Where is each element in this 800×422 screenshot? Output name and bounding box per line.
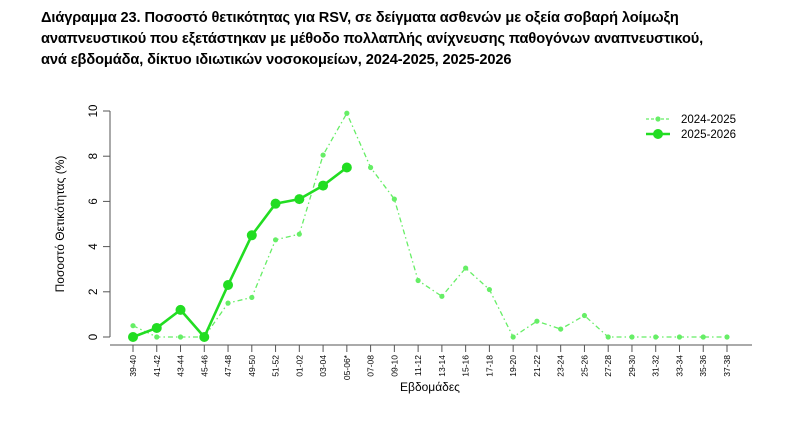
series-layer bbox=[128, 110, 730, 342]
data-point bbox=[199, 332, 210, 342]
data-point bbox=[629, 334, 635, 340]
data-point bbox=[151, 322, 162, 333]
legend-marker-icon bbox=[653, 129, 663, 139]
data-point bbox=[225, 300, 231, 306]
data-point bbox=[320, 152, 326, 158]
data-point bbox=[272, 237, 279, 243]
data-point bbox=[534, 318, 540, 324]
data-point bbox=[344, 110, 350, 116]
legend-label: 2024-2025 bbox=[681, 114, 736, 126]
data-point bbox=[368, 164, 374, 171]
x-tick-label: 15-16 bbox=[461, 355, 471, 377]
data-point bbox=[510, 334, 516, 340]
y-axis-label: Ποσοστό Θετικότητας (%) bbox=[53, 156, 67, 293]
data-point bbox=[581, 312, 588, 319]
data-point bbox=[175, 304, 186, 315]
data-point bbox=[463, 265, 469, 271]
y-tick-label: 10 bbox=[88, 105, 100, 118]
series-2025-2026 bbox=[128, 162, 352, 342]
legend-marker-icon bbox=[655, 116, 661, 122]
legend: 2024-2025 2025-2026 bbox=[646, 114, 736, 141]
data-point bbox=[676, 334, 683, 340]
data-point bbox=[653, 334, 659, 340]
data-point bbox=[249, 294, 255, 301]
data-point bbox=[318, 180, 329, 191]
x-tick-label: 21-22 bbox=[532, 355, 542, 377]
chart-title-line-3: ανά εβδομάδα, δίκτυο ιδιωτικών νοσοκομεί… bbox=[41, 52, 512, 68]
y-tick-label: 8 bbox=[88, 153, 100, 159]
x-tick-label: 25-26 bbox=[579, 355, 589, 377]
legend-label: 2025-2026 bbox=[681, 129, 736, 141]
x-tick-label: 33-34 bbox=[674, 355, 684, 377]
data-point bbox=[391, 196, 397, 202]
data-point bbox=[700, 334, 706, 340]
x-tick-label: 37-38 bbox=[722, 355, 732, 377]
x-tick-label: 05-06* bbox=[342, 354, 352, 380]
y-tick-label: 0 bbox=[88, 334, 100, 340]
data-point bbox=[724, 334, 730, 340]
x-tick-label: 09-10 bbox=[389, 355, 399, 377]
x-axis: 39-40 41-42 43-44 45-46 47-48 49-50 51-52 01-02… bbox=[110, 344, 752, 380]
x-tick-label: 51-52 bbox=[271, 355, 281, 377]
y-tick-label: 6 bbox=[88, 198, 100, 204]
x-tick-label: 23-24 bbox=[556, 355, 566, 377]
series-line bbox=[132, 112, 727, 338]
chart-title-line-1: Διάγραμμα 23. Ποσοστό θετικότητας για RS… bbox=[41, 10, 679, 26]
data-point bbox=[294, 194, 305, 205]
y-axis: 0 2 4 6 8 10 bbox=[88, 105, 111, 340]
data-point bbox=[341, 162, 352, 173]
x-tick-label: 19-20 bbox=[508, 355, 518, 377]
x-tick-label: 29-30 bbox=[627, 355, 637, 377]
chart-title-line-2: αναπνευστικού που εξετάστηκαν με μέθοδο … bbox=[41, 31, 704, 47]
data-point bbox=[296, 231, 302, 237]
x-tick-label: 45-46 bbox=[199, 355, 209, 377]
x-tick-label: 41-42 bbox=[152, 355, 162, 377]
data-point bbox=[439, 293, 445, 299]
x-tick-label: 03-04 bbox=[318, 355, 328, 377]
y-tick-label: 4 bbox=[88, 243, 100, 250]
x-tick-label: 49-50 bbox=[247, 355, 257, 377]
x-tick-label: 31-32 bbox=[651, 355, 661, 377]
data-point bbox=[486, 286, 492, 293]
data-point bbox=[223, 280, 234, 291]
data-point bbox=[177, 334, 184, 340]
x-tick-label: 27-28 bbox=[603, 355, 613, 377]
legend-item-2024-2025: 2024-2025 bbox=[646, 114, 736, 126]
x-tick-label: 11-12 bbox=[413, 355, 423, 376]
data-point bbox=[270, 198, 281, 209]
x-tick-label: 39-40 bbox=[128, 355, 138, 377]
x-tick-label: 43-44 bbox=[176, 355, 186, 377]
data-point bbox=[605, 334, 611, 340]
data-point bbox=[154, 334, 160, 340]
data-point bbox=[130, 323, 136, 329]
x-axis-label: Εβδομάδες bbox=[400, 380, 460, 394]
data-point bbox=[558, 326, 564, 332]
x-tick-label: 13-14 bbox=[437, 355, 447, 377]
data-point bbox=[415, 277, 421, 284]
x-tick-label: 07-08 bbox=[366, 355, 376, 377]
y-tick-label: 2 bbox=[88, 289, 100, 295]
legend-item-2025-2026: 2025-2026 bbox=[646, 129, 736, 141]
x-tick-label: 35-36 bbox=[698, 355, 708, 377]
x-tick-label: 47-48 bbox=[223, 355, 233, 377]
series-line bbox=[132, 166, 348, 339]
series-2024-2025 bbox=[130, 110, 730, 340]
data-point bbox=[128, 332, 138, 342]
data-point bbox=[246, 230, 257, 241]
x-tick-label: 17-18 bbox=[484, 355, 494, 377]
chart-title: Διάγραμμα 23. Ποσοστό θετικότητας για RS… bbox=[41, 8, 781, 71]
x-tick-label: 01-02 bbox=[294, 355, 304, 377]
